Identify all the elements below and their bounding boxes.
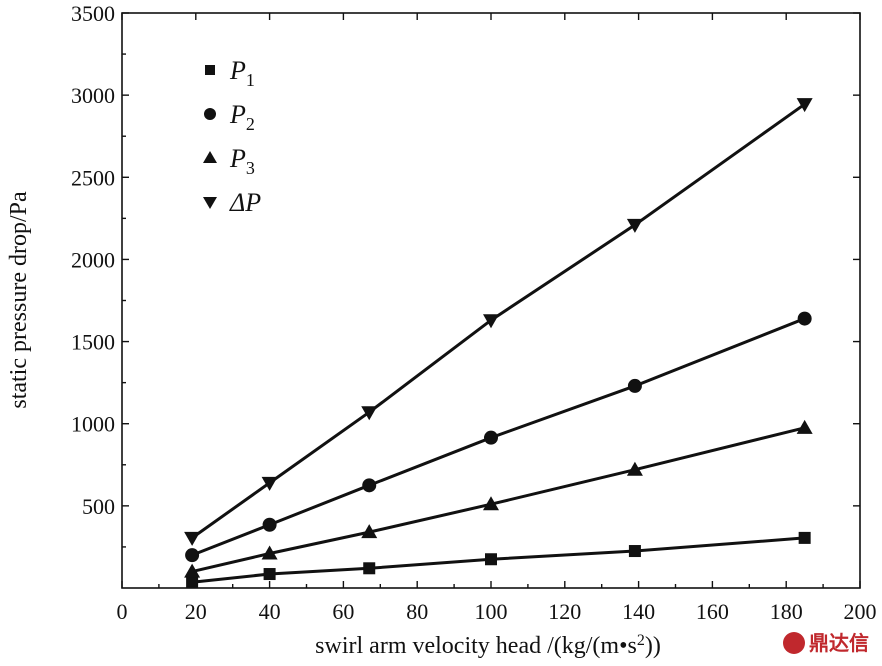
series-line <box>191 536 805 584</box>
y-tick-label: 1500 <box>71 330 115 355</box>
x-axis-title: swirl arm velocity head /(kg/(m•s2)) <box>315 632 661 660</box>
series-line <box>191 317 806 557</box>
legend-marker <box>203 197 217 209</box>
y-tick-label: 3500 <box>71 1 115 26</box>
legend-label: P2 <box>229 100 255 134</box>
data-point <box>798 531 811 544</box>
data-point <box>363 562 376 575</box>
x-tick-label: 160 <box>696 599 729 624</box>
series-4 <box>184 98 813 546</box>
data-point <box>627 378 642 393</box>
series-3 <box>184 419 813 578</box>
data-point <box>184 531 201 546</box>
data-point <box>362 478 377 493</box>
y-tick-label: 2500 <box>71 165 115 190</box>
x-tick-label: 200 <box>844 599 877 624</box>
series-layer <box>184 98 813 589</box>
legend-marker <box>205 65 215 75</box>
legend-label: ΔP <box>229 188 261 217</box>
y-tick-label: 500 <box>82 494 115 519</box>
x-tick-label: 140 <box>622 599 655 624</box>
data-point <box>261 476 278 491</box>
data-point <box>626 218 643 233</box>
data-point <box>361 406 378 421</box>
legend-label: P1 <box>229 56 255 90</box>
x-tick-label: 180 <box>770 599 803 624</box>
data-point <box>185 548 200 563</box>
data-point <box>796 419 813 434</box>
x-tick-label: 80 <box>406 599 428 624</box>
data-point <box>484 430 498 445</box>
data-point <box>483 314 499 329</box>
y-axis-title: static pressure drop/Pa <box>6 191 32 409</box>
series-line <box>191 426 806 574</box>
legend-marker <box>204 108 216 120</box>
x-tick-label: 60 <box>332 599 354 624</box>
watermark: 鼎达信 <box>783 631 869 655</box>
series-2 <box>185 311 812 563</box>
y-tick-label: 3000 <box>71 83 115 108</box>
x-tick-label: 20 <box>185 599 207 624</box>
data-point <box>797 311 812 326</box>
data-point <box>485 553 497 566</box>
data-point <box>184 563 201 578</box>
data-point <box>261 545 278 560</box>
x-tick-label: 40 <box>259 599 281 624</box>
data-point <box>796 98 813 113</box>
data-point <box>361 524 378 539</box>
x-tick-label: 100 <box>475 599 508 624</box>
series-line <box>191 102 806 540</box>
y-tick-label: 1000 <box>71 412 115 437</box>
legend-marker <box>203 151 217 163</box>
watermark-logo-icon <box>783 632 805 654</box>
axes: 0 20 40 60 80 100 120 140 160 180 200 500 1000 1500 20… <box>71 1 877 624</box>
x-tick-label: 120 <box>548 599 581 624</box>
legend: P1 P2 P3 ΔP <box>203 56 261 217</box>
legend-label: P3 <box>229 144 255 178</box>
series-1 <box>186 531 811 589</box>
watermark-text: 鼎达信 <box>809 631 869 655</box>
x-tick-label: 0 <box>117 599 128 624</box>
data-point <box>262 517 277 532</box>
y-tick-label: 2000 <box>71 247 115 272</box>
data-point <box>483 496 499 511</box>
data-point <box>628 545 641 558</box>
data-point <box>626 461 643 476</box>
data-point <box>263 568 276 581</box>
data-point <box>186 576 199 589</box>
